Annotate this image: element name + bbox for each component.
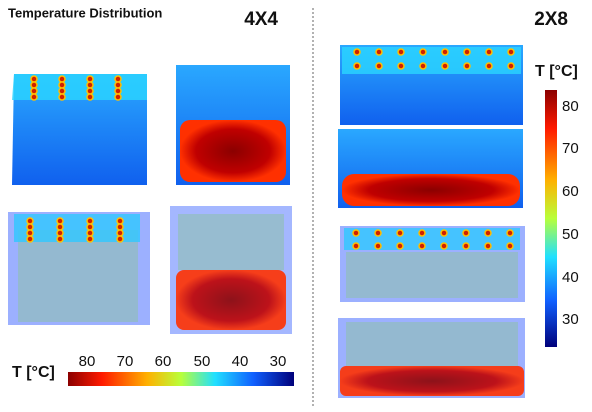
hot-spot: [375, 243, 381, 249]
colorbar-tick: 40: [232, 353, 249, 370]
hot-spot: [508, 63, 514, 69]
colorbar-tick: 50: [194, 353, 211, 370]
colorbar-tick: 60: [155, 353, 172, 370]
hot-spot: [485, 230, 491, 236]
hot-spot: [463, 230, 469, 236]
colorbar-tick: 70: [117, 353, 134, 370]
hot-spot: [397, 230, 403, 236]
render-block: [340, 226, 525, 302]
hot-spot: [31, 88, 37, 94]
hot-spot: [485, 243, 491, 249]
render-block: [338, 129, 523, 208]
hot-spot: [27, 224, 33, 230]
colorbar-label: T [°C]: [535, 63, 578, 80]
figure: Temperature Distribution 4X4 2X8: [0, 0, 592, 412]
hot-spot: [27, 218, 33, 224]
colorbar-tick: 60: [562, 183, 579, 200]
hot-spot: [115, 94, 121, 100]
colorbar-tick: 30: [562, 311, 579, 328]
hot-spot: [31, 76, 37, 82]
hot-spot: [115, 76, 121, 82]
hot-spot: [376, 63, 382, 69]
panel-label: 4X4: [244, 9, 278, 30]
hot-spot: [87, 88, 93, 94]
hot-spot: [375, 230, 381, 236]
hot-spot: [397, 243, 403, 249]
panel-label: 2X8: [534, 9, 568, 30]
hot-spot: [420, 63, 426, 69]
hot-spot: [59, 76, 65, 82]
title: Temperature Distribution: [8, 5, 162, 20]
hot-spot: [57, 218, 63, 224]
colorbar-tick: 50: [562, 226, 579, 243]
hot-spot: [87, 236, 93, 242]
hot-spot: [117, 224, 123, 230]
hot-spot: [87, 94, 93, 100]
hot-spot: [376, 49, 382, 55]
hot-spot: [115, 82, 121, 88]
hot-spot: [31, 82, 37, 88]
hot-spot: [507, 230, 513, 236]
hot-spot: [398, 49, 404, 55]
hot-spot: [441, 230, 447, 236]
hot-spot: [117, 236, 123, 242]
render-block: [176, 65, 290, 185]
render-block: [170, 206, 292, 334]
colorbar-label: T [°C]: [12, 364, 55, 381]
hot-spot: [420, 49, 426, 55]
hot-spot: [57, 224, 63, 230]
hot-spot: [27, 230, 33, 236]
hot-spot: [27, 236, 33, 242]
hot-spot: [464, 63, 470, 69]
hot-spot: [486, 63, 492, 69]
hot-spot: [464, 49, 470, 55]
hot-spot: [441, 243, 447, 249]
hot-spot: [507, 243, 513, 249]
hot-spot: [87, 82, 93, 88]
hot-spot: [57, 230, 63, 236]
render-block: [340, 45, 523, 125]
render-block: [338, 318, 525, 398]
colorbar-tick: 80: [79, 353, 96, 370]
hot-spot: [508, 49, 514, 55]
page: Temperature Distribution 4X4 2X8: [0, 0, 592, 412]
hot-spot: [419, 243, 425, 249]
hot-spot: [87, 230, 93, 236]
hot-spot: [31, 94, 37, 100]
colorbar: [68, 372, 294, 386]
hot-spot: [486, 49, 492, 55]
hot-spot: [59, 82, 65, 88]
hot-spot: [442, 49, 448, 55]
hot-spot: [463, 243, 469, 249]
colorbar-tick: 40: [562, 269, 579, 286]
hot-spot: [59, 88, 65, 94]
hot-spot: [87, 218, 93, 224]
hot-spot: [353, 243, 359, 249]
hot-spot: [419, 230, 425, 236]
hot-spot: [117, 218, 123, 224]
colorbar-tick: 30: [270, 353, 287, 370]
hot-spot: [87, 224, 93, 230]
hot-spot: [117, 230, 123, 236]
hot-spot: [57, 236, 63, 242]
hot-spot: [354, 63, 360, 69]
hot-spot: [59, 94, 65, 100]
hot-spot: [87, 76, 93, 82]
hot-spot: [354, 49, 360, 55]
hot-spot: [398, 63, 404, 69]
hot-spot: [115, 88, 121, 94]
colorbar-tick: 80: [562, 98, 579, 115]
hot-spot: [353, 230, 359, 236]
colorbar: [545, 90, 557, 347]
hot-spot: [442, 63, 448, 69]
colorbar-tick: 70: [562, 140, 579, 157]
